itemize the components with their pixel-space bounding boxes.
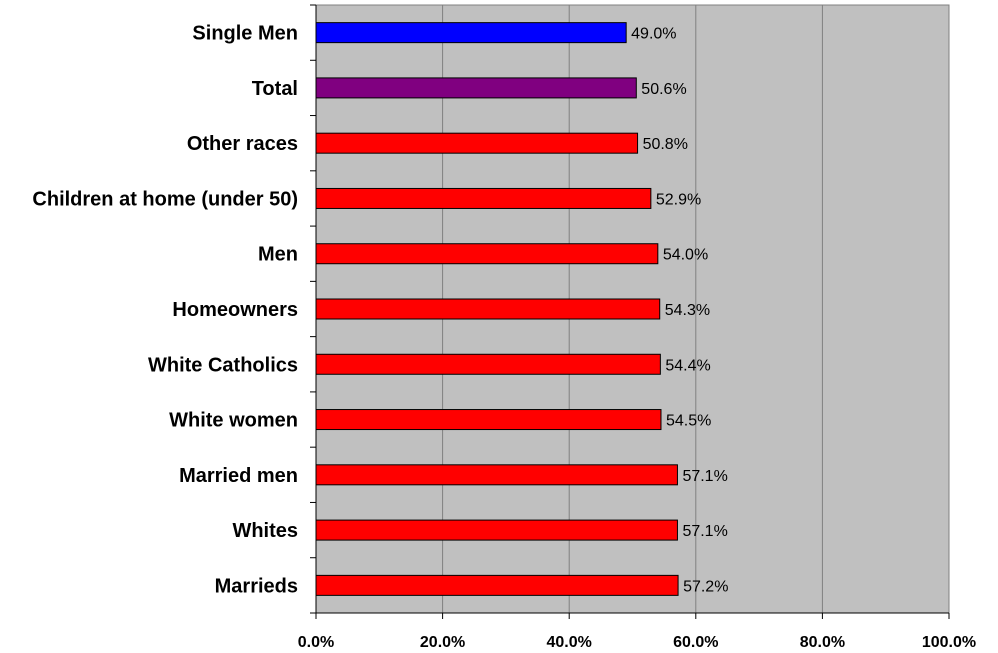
category-label: Men — [258, 244, 298, 266]
category-label: Single Men — [192, 23, 298, 45]
x-tick-label: 0.0% — [298, 634, 334, 651]
x-tick-label: 80.0% — [800, 634, 845, 651]
category-label: Total — [252, 78, 298, 100]
category-labels: Single Men Total Other races Children at ho… — [32, 23, 298, 598]
category-label: Whites — [232, 520, 298, 542]
x-tick-label: 40.0% — [547, 634, 592, 651]
value-label: 54.3% — [665, 302, 710, 319]
bars — [315, 22, 679, 596]
bar — [315, 574, 679, 596]
x-tick-labels: 0.0% 20.0% 40.0% 60.0% 80.0% 100.0% — [298, 634, 976, 651]
bar — [315, 243, 659, 265]
x-tick-label: 60.0% — [673, 634, 718, 651]
bar — [315, 353, 661, 375]
bar — [315, 132, 639, 154]
value-label: 50.8% — [643, 136, 688, 153]
value-label: 54.0% — [663, 247, 708, 264]
bar — [315, 464, 678, 486]
bar — [315, 187, 652, 209]
value-label: 50.6% — [641, 81, 686, 98]
bar — [315, 77, 637, 99]
value-label: 52.9% — [656, 191, 701, 208]
value-label: 57.1% — [682, 468, 727, 485]
value-label: 57.1% — [682, 523, 727, 540]
value-labels: 49.0% 50.6% 50.8% 52.9% 54.0% 54.3% 54.4% 54.5%… — [631, 26, 728, 596]
axes — [310, 4, 950, 619]
category-label: White Catholics — [148, 354, 298, 376]
x-tick-label: 20.0% — [420, 634, 465, 651]
value-label: 57.2% — [683, 578, 728, 595]
value-label: 49.0% — [631, 26, 676, 43]
bar — [315, 519, 678, 541]
category-label: Married men — [179, 465, 298, 487]
category-label: Marrieds — [215, 575, 298, 597]
category-label: Homeowners — [172, 299, 298, 321]
value-label: 54.4% — [665, 357, 710, 374]
bar — [315, 298, 661, 320]
value-label: 54.5% — [666, 413, 711, 430]
category-label: White women — [169, 410, 298, 432]
category-label: Other races — [187, 133, 298, 155]
bar — [315, 22, 627, 44]
category-label: Children at home (under 50) — [32, 188, 298, 210]
x-tick-label: 100.0% — [922, 634, 976, 651]
bar — [315, 409, 662, 431]
